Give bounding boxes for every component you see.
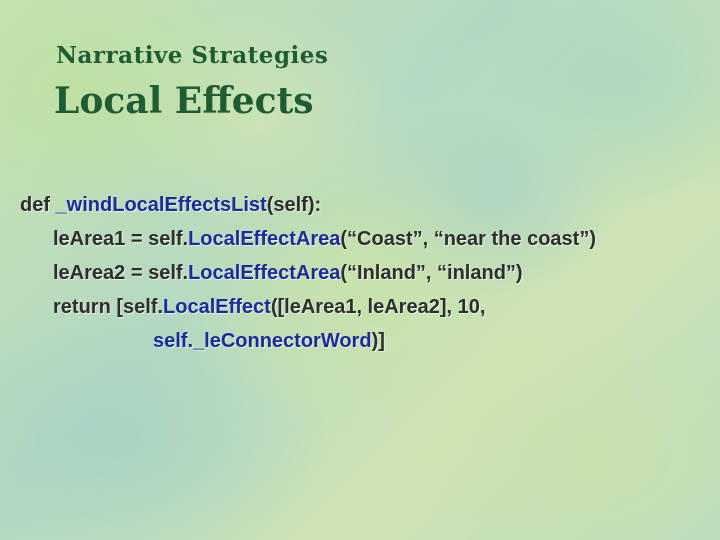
code-keyword: def (20, 194, 56, 216)
code-function-name: LocalEffectArea (188, 262, 341, 284)
code-line-1: def _windLocalEffectsList(self): (20, 194, 321, 217)
code-line-2: leArea1 = self.LocalEffectArea(“Coast”, … (53, 228, 596, 251)
slide-subtitle: Narrative Strategies (56, 42, 329, 69)
code-function-name: LocalEffectArea (188, 228, 341, 250)
code-text: return [self. (53, 296, 164, 318)
code-line-4: return [self.LocalEffect([leArea1, leAre… (53, 296, 485, 319)
code-text: ([leArea1, leArea2], 10, (270, 296, 486, 318)
code-text: )] (371, 330, 385, 352)
code-line-5: self._leConnectorWord)] (153, 330, 385, 353)
code-text: (“Coast”, “near the coast”) (340, 228, 596, 250)
code-function-name: self._leConnectorWord (153, 330, 372, 352)
slide-title: Local Effects (54, 80, 314, 122)
code-text: (self): (266, 194, 322, 216)
code-text: (“Inland”, “inland”) (340, 262, 523, 284)
code-function-name: _windLocalEffectsList (55, 194, 267, 216)
code-line-3: leArea2 = self.LocalEffectArea(“Inland”,… (53, 262, 523, 285)
code-text: leArea2 = self. (53, 262, 189, 284)
code-text: leArea1 = self. (53, 228, 189, 250)
code-function-name: LocalEffect (163, 296, 271, 318)
